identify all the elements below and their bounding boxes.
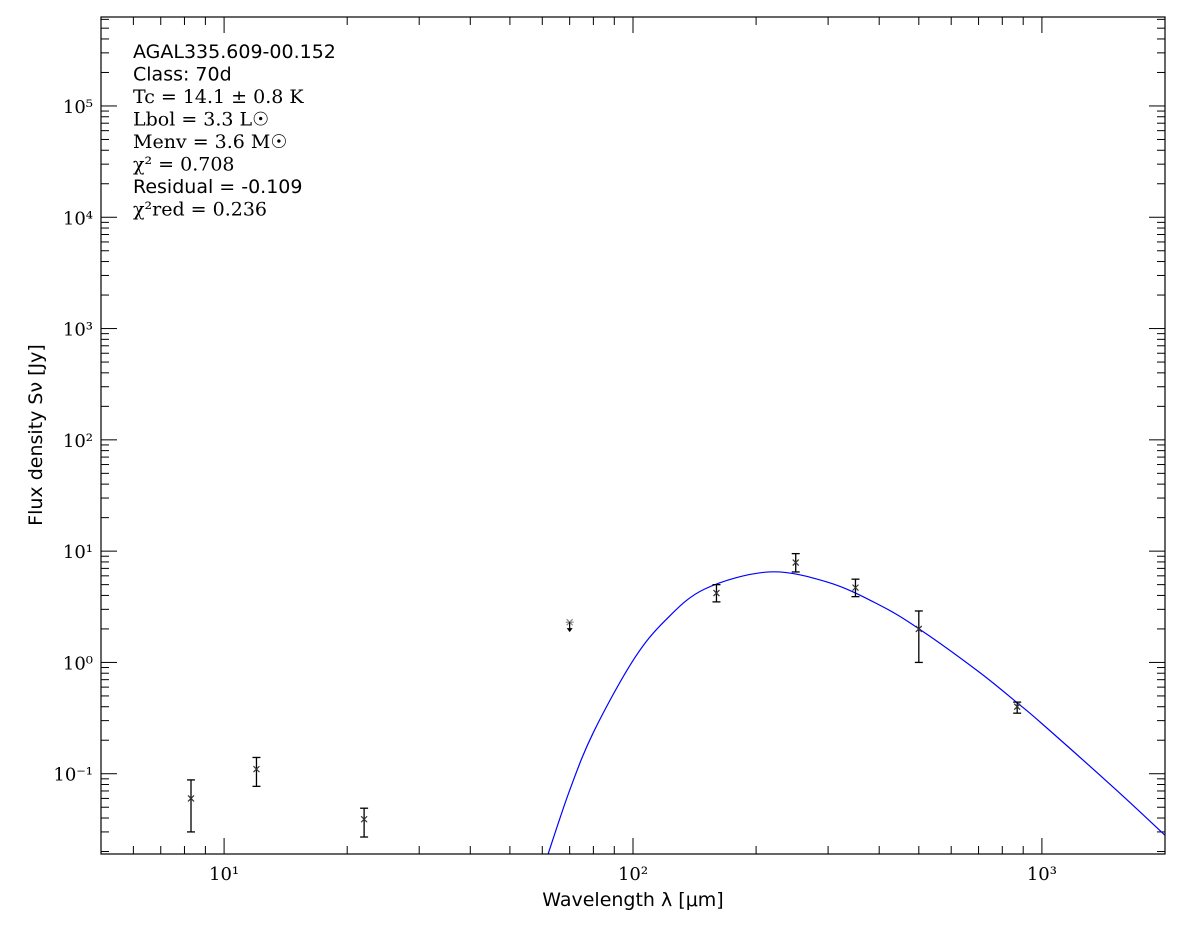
point-marker [792, 559, 800, 566]
annotation-line: Menv = 3.6 M☉ [133, 131, 287, 153]
plot-frame [100, 16, 1166, 855]
upper-limit-marker [565, 618, 574, 626]
data-point [1013, 701, 1022, 714]
model-curve-layer [547, 571, 1165, 854]
upper-limit-arrow-head [566, 628, 573, 633]
x-tick-labels: 10¹ 10² 10³ [209, 864, 1057, 885]
data-point [914, 610, 923, 664]
x-tick-label: 10³ [1027, 864, 1057, 885]
data-point [187, 779, 196, 833]
data-point [360, 807, 369, 838]
data-point [791, 552, 800, 573]
y-tick-label: 10⁰ [63, 653, 93, 674]
y-tick-label: 10¹ [63, 542, 93, 563]
y-tick-label: 10³ [63, 320, 93, 341]
y-axis-label: Flux density Sν [Jy] [25, 344, 47, 526]
axis-ticks [100, 17, 1166, 854]
y-tick-label: 10⁻¹ [53, 765, 93, 786]
annotation-line: Tc = 14.1 ± 0.8 K [133, 86, 304, 108]
x-tick-label: 10¹ [209, 864, 239, 885]
x-axis-label: Wavelength λ [μm] [542, 889, 723, 911]
y-tick-label: 10⁴ [63, 208, 93, 229]
point-marker [852, 584, 859, 592]
point-marker [915, 625, 923, 633]
data-point [712, 583, 721, 603]
point-marker [253, 765, 260, 773]
annotation-line: Lbol = 3.3 L☉ [133, 109, 269, 131]
point-marker [713, 589, 720, 597]
annotation-line: χ² = 0.708 [133, 154, 235, 176]
x-tick-label: 10² [618, 864, 648, 885]
annotation-line: AGAL335.609-00.152 [133, 41, 336, 63]
point-marker [360, 815, 368, 823]
data-points-layer [187, 552, 1022, 838]
data-point [565, 618, 574, 633]
y-tick-label: 10⁵ [63, 97, 93, 118]
annotation-line: Residual = -0.109 [133, 176, 303, 198]
point-marker [187, 794, 195, 802]
y-tick-labels: 10⁻¹ 10⁰ 10¹ 10² 10³ 10⁴ 10⁵ [53, 97, 93, 786]
annotation-line: Class: 70d [133, 64, 232, 86]
data-point [252, 756, 261, 788]
point-marker [1013, 703, 1021, 711]
model-curve [547, 571, 1165, 854]
y-tick-label: 10² [63, 431, 93, 452]
annotation-line: χ²red = 0.236 [133, 199, 267, 221]
data-point [851, 578, 860, 598]
